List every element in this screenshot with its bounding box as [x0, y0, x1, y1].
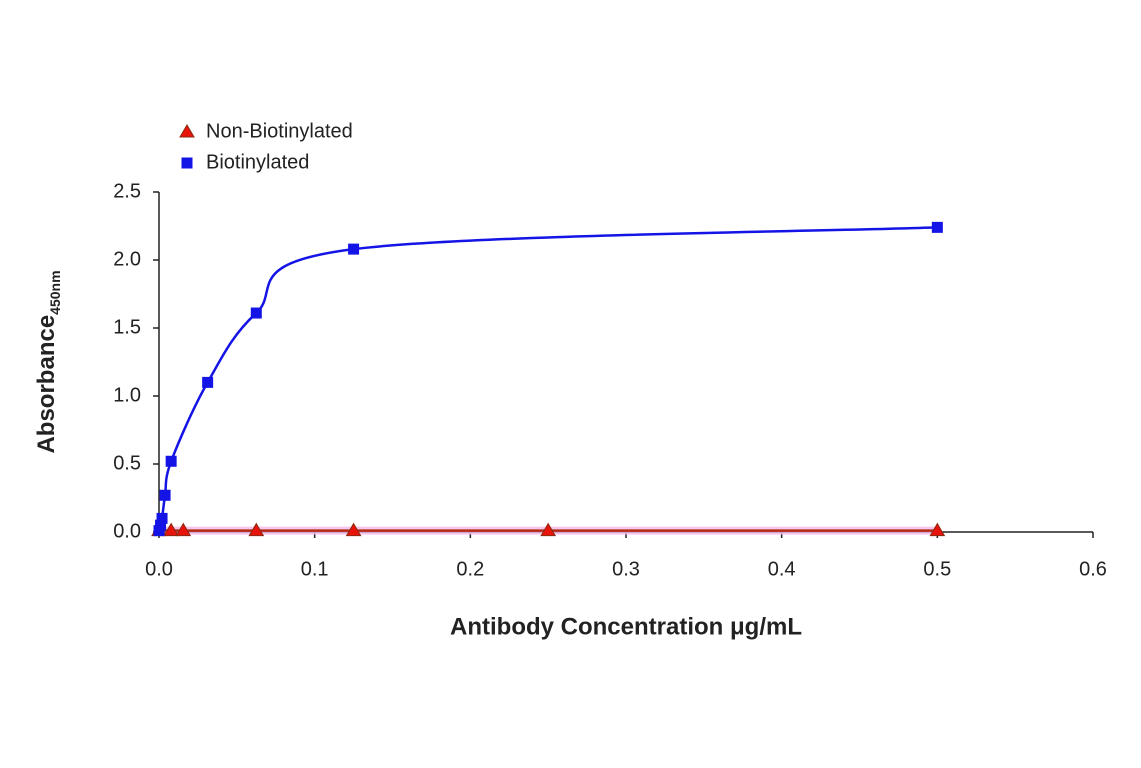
data-point	[345, 522, 362, 537]
x-tick-label: 0.2	[456, 558, 484, 580]
y-axis-title-main: Absorbance	[33, 315, 60, 454]
data-point	[159, 489, 171, 501]
data-point	[163, 522, 180, 537]
legend-label: Non-Biotinylated	[206, 120, 353, 142]
data-point	[931, 221, 943, 233]
series-line	[157, 226, 938, 531]
x-tick-label: 0.5	[923, 558, 951, 580]
y-tick-label: 1.0	[113, 384, 141, 406]
legend-marker	[179, 124, 195, 138]
data-point	[165, 455, 177, 467]
y-tick-label: 0.0	[113, 520, 141, 542]
data-point	[929, 522, 946, 537]
x-axis-title: Antibody Concentration μg/mL	[450, 613, 802, 640]
x-tick-label: 0.4	[768, 558, 796, 580]
y-axis-title: Absorbance450nm	[33, 270, 62, 453]
data-point	[348, 243, 360, 255]
legend-label: Biotinylated	[206, 151, 309, 173]
data-point	[175, 522, 192, 537]
x-tick-label: 0.6	[1079, 558, 1107, 580]
data-point	[248, 522, 265, 537]
x-tick-label: 0.1	[301, 558, 329, 580]
x-tick-label: 0.3	[612, 558, 640, 580]
data-point	[156, 512, 168, 524]
data-point	[155, 519, 167, 531]
data-point	[202, 376, 214, 388]
data-point	[540, 522, 557, 537]
y-tick-label: 2.0	[113, 248, 141, 270]
y-tick-label: 2.5	[113, 180, 141, 202]
legend-marker	[181, 157, 193, 169]
data-point	[250, 307, 262, 319]
y-tick-label: 0.5	[113, 452, 141, 474]
y-tick-label: 1.5	[113, 316, 141, 338]
x-tick-label: 0.0	[145, 558, 173, 580]
y-axis-title-sub: 450nm	[47, 270, 63, 314]
